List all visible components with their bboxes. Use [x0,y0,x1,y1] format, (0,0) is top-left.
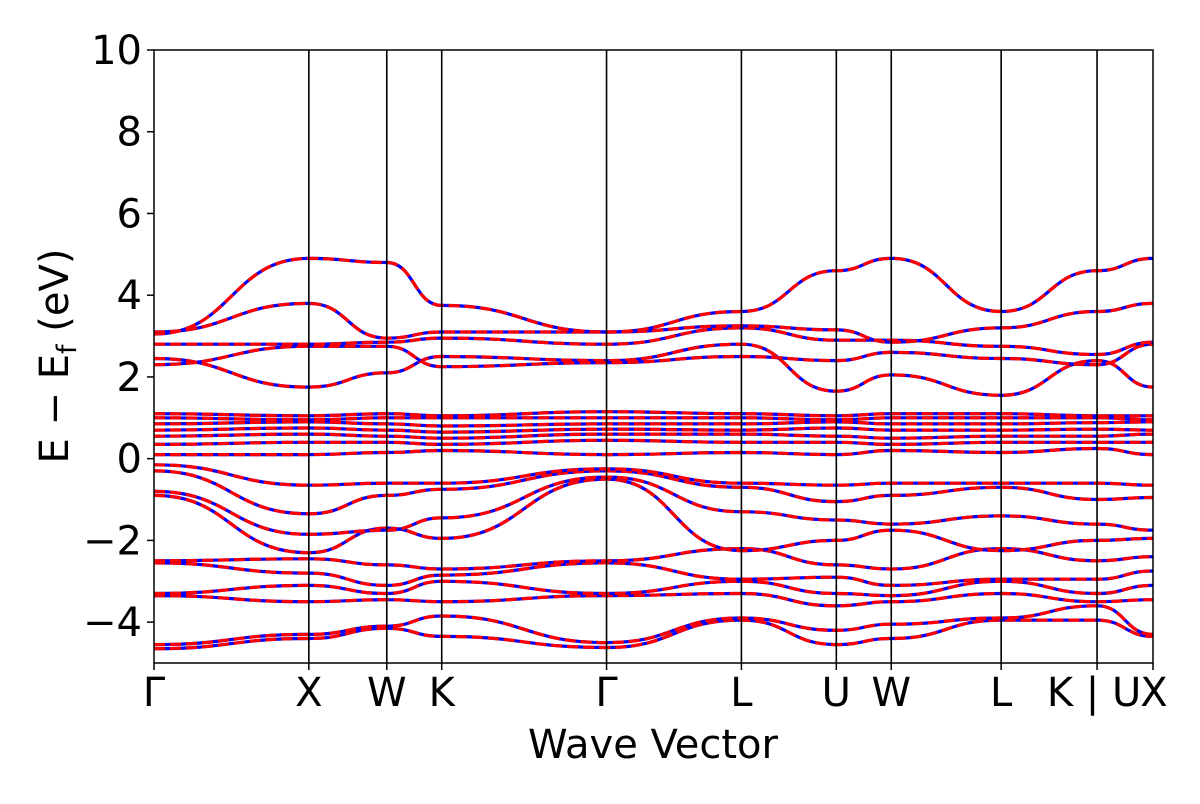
x-axis-label: Wave Vector [528,722,779,768]
x-tick-label-7: U [822,670,851,716]
band-10-dashed [154,463,1153,487]
band-9-solid [154,469,1153,516]
x-tick-label-5: Γ [595,670,618,716]
band-21-dashed [154,301,1153,344]
y-axis-label-unit: (eV) [32,249,78,345]
y-tick-label-6: 6 [117,191,142,237]
x-tick-label-6: L [730,670,753,716]
band-9-dashed [154,469,1153,516]
x-tick-label-11: X [1140,670,1167,716]
band-17-dashed [154,410,1153,418]
x-tick-label-10: K | U [1047,670,1141,716]
band-11-dashed [154,446,1153,457]
band-22-solid [154,256,1153,336]
band-12-dashed [154,438,1153,447]
band-7-dashed [154,477,1153,555]
bands-layer [154,256,1153,651]
y-axis-label-main: E − E [32,354,78,464]
plot-frame [153,49,1154,664]
x-tick-label-3: W [367,670,407,716]
y-ticks-layer: −4 −2 0 2 4 6 8 10 [83,28,154,646]
band-15-dashed [154,420,1153,428]
y-tick-label-4: 2 [117,355,142,401]
kpoint-lines-layer [308,50,1098,663]
band-21-solid [154,301,1153,344]
x-tick-label-2: X [295,670,322,716]
band-18-dashed [154,342,1153,397]
band-6-dashed [154,546,1153,571]
y-tick-label-5: 4 [117,273,142,319]
x-tick-label-1: Γ [143,670,166,716]
y-tick-label-1: −4 [83,600,142,646]
band-1-dashed [154,618,1153,651]
x-tick-label-9: L [990,670,1013,716]
band-16-dashed [154,416,1153,422]
x-tick-label-8: W [871,670,911,716]
band-4-dashed [154,579,1153,598]
y-axis-label: E − Ef (eV) [32,249,83,464]
band-13-dashed [154,432,1153,440]
y-tick-label-7: 8 [117,110,142,156]
x-tick-label-4: K [429,670,457,716]
band-22-dashed [154,256,1153,336]
band-20-dashed [154,326,1153,357]
band-3-dashed [154,591,1153,608]
y-tick-label-2: −2 [83,518,142,564]
y-tick-label-3: 0 [117,437,142,483]
band-5-dashed [154,561,1153,588]
y-tick-label-8: 10 [91,28,142,74]
band-2-dashed [154,604,1153,647]
y-axis-label-subscript: f [52,343,83,354]
band-19-dashed [154,342,1153,369]
band-14-dashed [154,426,1153,434]
